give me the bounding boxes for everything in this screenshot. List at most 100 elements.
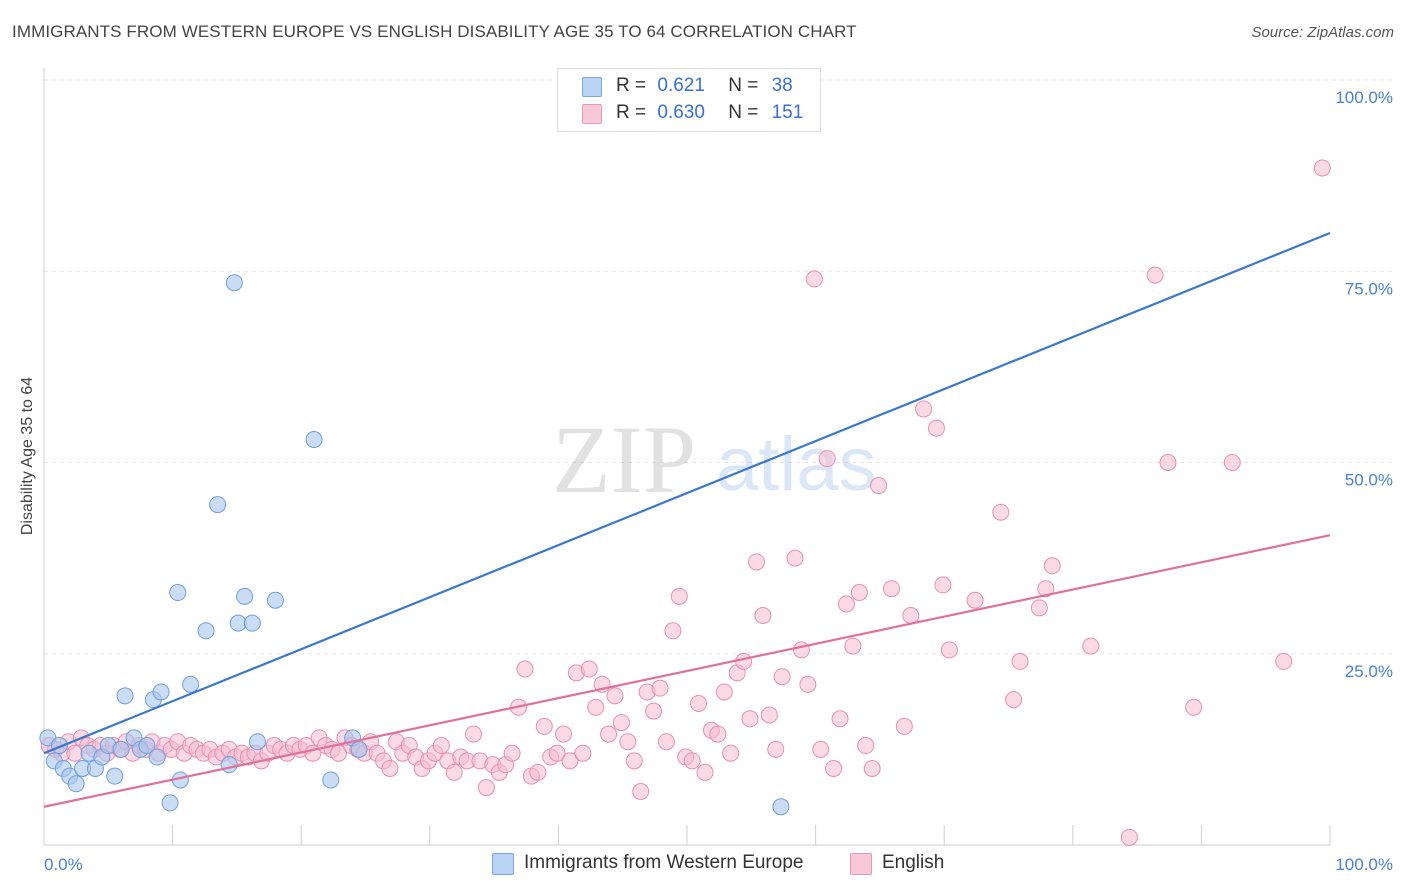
series-legend: Immigrants from Western Europe English: [0, 852, 1406, 878]
x-tick-label: 0.0%: [44, 855, 83, 874]
english-point: [709, 725, 727, 743]
english-point: [580, 660, 598, 678]
source-label: Source: ZipAtlas.com: [1251, 24, 1394, 41]
legend-r-value: 0.630: [657, 102, 705, 123]
immigrants-point: [138, 737, 156, 755]
english-point: [915, 400, 933, 418]
y-tick-label: 25.0%: [1345, 662, 1393, 681]
english-point: [1275, 652, 1293, 670]
english-point: [381, 760, 399, 777]
english-point: [600, 725, 618, 743]
english-point: [844, 637, 862, 655]
tick-labels: 25.0% 50.0% 75.0% 100.0% 0.0% 100.0%: [44, 88, 1393, 874]
english-point: [1037, 580, 1055, 598]
data-points: [39, 159, 1331, 846]
english-point: [555, 725, 573, 743]
immigrants-point: [322, 771, 340, 789]
immigrants-point: [350, 740, 368, 758]
english-point: [1043, 557, 1061, 575]
english-point: [503, 744, 521, 762]
immigrants-point: [112, 740, 130, 758]
watermark-atlas: atlas: [716, 422, 877, 507]
english-trend-line: [43, 534, 1331, 808]
english-point: [657, 733, 675, 751]
english-point: [850, 584, 868, 602]
english-point: [432, 737, 450, 755]
english-point: [1005, 691, 1023, 709]
english-point: [670, 587, 688, 605]
english-point: [799, 675, 817, 693]
legend-swatch-pink: [850, 853, 872, 875]
english-point: [760, 706, 778, 724]
english-point: [632, 782, 650, 800]
legend-swatch-pink: [582, 104, 602, 124]
english-point: [754, 607, 772, 624]
english-point: [445, 763, 463, 781]
english-point: [1313, 159, 1331, 177]
legend-n-label: N =: [728, 102, 759, 123]
legend-r-label: R =: [616, 75, 647, 96]
english-point: [927, 419, 945, 437]
immigrants-point: [772, 798, 790, 816]
y-tick-label: 50.0%: [1345, 471, 1393, 490]
english-point: [902, 607, 920, 624]
immigrants-point: [266, 591, 284, 609]
english-point: [870, 476, 888, 494]
immigrants-point: [67, 775, 85, 793]
chart-title: IMMIGRANTS FROM WESTERN EUROPE VS ENGLIS…: [12, 22, 857, 41]
immigrants-point: [225, 274, 243, 292]
english-point: [741, 710, 759, 728]
english-point: [465, 725, 483, 743]
legend-label-english: English: [882, 852, 945, 873]
english-point: [735, 652, 753, 670]
immigrants-point: [229, 614, 247, 632]
english-point: [831, 710, 849, 728]
english-point: [792, 641, 810, 659]
english-point: [747, 553, 765, 571]
english-point: [619, 733, 637, 751]
immigrants-trend-line: [43, 231, 1331, 755]
immigrants-point: [220, 756, 238, 774]
legend-label-immigrants: Immigrants from Western Europe: [524, 852, 804, 873]
english-point: [934, 576, 952, 594]
english-point: [561, 752, 579, 770]
english-point: [722, 744, 740, 762]
english-point: [477, 779, 495, 797]
english-point: [812, 740, 830, 758]
immigrants-point: [243, 614, 261, 632]
watermark-zip: ZIP: [552, 406, 696, 513]
english-point: [548, 744, 566, 762]
legend-swatch-blue: [582, 77, 602, 97]
watermark: ZIP atlas: [552, 406, 877, 513]
legend-r-label: R =: [616, 102, 647, 123]
immigrants-point: [236, 587, 254, 605]
legend-swatch-blue: [492, 853, 514, 875]
immigrants-point: [161, 794, 179, 812]
english-point: [818, 450, 836, 468]
immigrants-point: [248, 733, 266, 751]
english-point: [535, 717, 553, 735]
english-point: [882, 580, 900, 598]
english-point: [1146, 266, 1164, 284]
immigrants-point: [197, 622, 215, 640]
english-point: [683, 752, 701, 770]
english-point: [574, 744, 592, 762]
english-point: [786, 549, 804, 567]
english-point: [1223, 454, 1241, 471]
legend-n-label: N =: [728, 75, 759, 96]
english-point: [696, 763, 714, 781]
immigrants-point: [182, 675, 200, 693]
english-point: [940, 641, 958, 659]
english-point: [992, 503, 1010, 521]
immigrants-point: [106, 767, 124, 785]
stats-legend: R = 0.621 N = 38 R = 0.630 N = 151: [557, 68, 821, 132]
english-point: [529, 763, 547, 781]
x-tick-label: 100.0%: [1335, 855, 1393, 874]
immigrants-point: [305, 431, 323, 449]
english-point: [606, 687, 624, 705]
english-point: [857, 737, 875, 755]
english-point: [805, 270, 823, 288]
immigrants-point: [116, 687, 134, 705]
axes: [43, 68, 1331, 846]
